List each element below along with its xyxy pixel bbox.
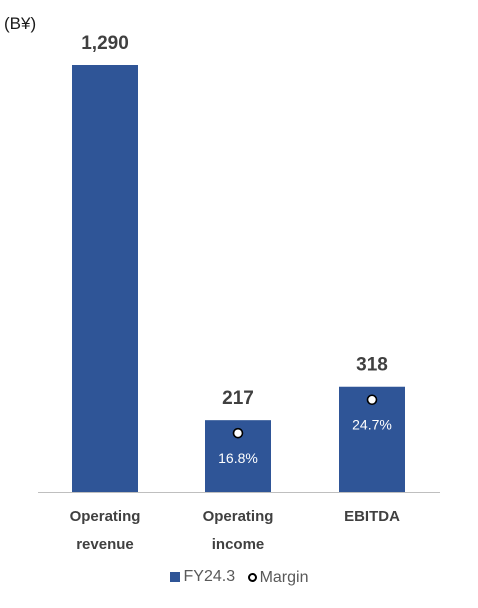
value-label-2: 318: [356, 355, 388, 376]
margin-marker-1: [232, 427, 244, 439]
legend-marker-margin: [247, 573, 257, 582]
value-label-1: 217: [222, 388, 254, 409]
bar-chart: 1,290 Operating revenue 217 16.8% Operating in…: [38, 33, 440, 553]
category-label-1-1: income: [212, 536, 265, 553]
value-label-0: 1,290: [81, 33, 129, 54]
legend-label-fy: FY24.3: [183, 568, 236, 585]
legend: FY24.3 Margin: [0, 568, 478, 587]
legend-swatch-fy: [169, 572, 180, 582]
category-label-2-0: EBITDA: [344, 508, 400, 525]
margin-marker-2: [366, 394, 378, 406]
margin-label-2: 24.7%: [352, 417, 392, 433]
legend-label-margin: Margin: [259, 568, 309, 586]
unit-label: (B¥): [4, 14, 37, 33]
margin-label-1: 16.8%: [218, 450, 258, 466]
category-label-0-1: revenue: [76, 536, 134, 553]
bar-0: [72, 65, 138, 492]
legend-item-margin: Margin: [247, 568, 309, 587]
category-label-1-0: Operating: [203, 508, 274, 525]
category-label-0-0: Operating: [70, 508, 141, 525]
legend-item-fy: FY24.3: [169, 568, 236, 586]
